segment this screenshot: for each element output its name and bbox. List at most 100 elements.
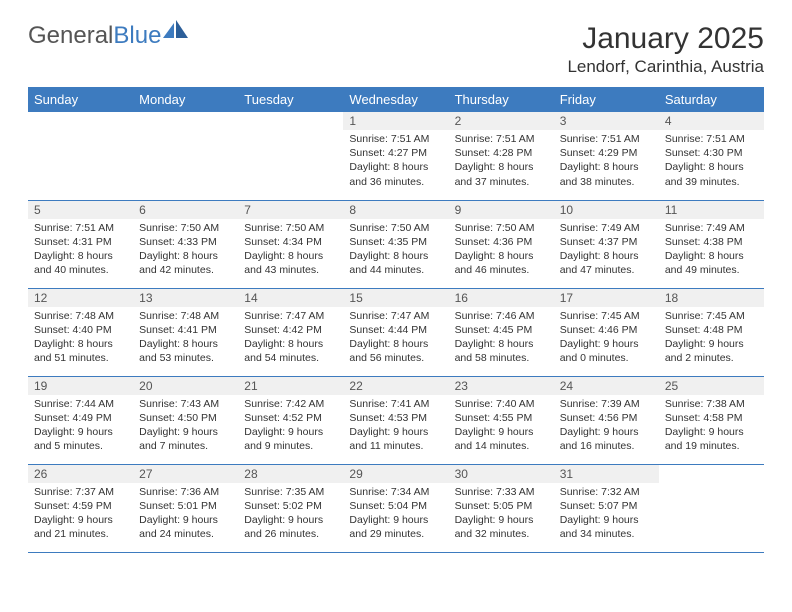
sunset-text: Sunset: 5:07 PM [560,499,653,513]
daylight-line1: Daylight: 9 hours [455,425,548,439]
calendar-table: Sunday Monday Tuesday Wednesday Thursday… [28,87,764,553]
day-detail: Sunrise: 7:40 AMSunset: 4:55 PMDaylight:… [449,395,554,458]
daylight-line1: Daylight: 8 hours [560,249,653,263]
calendar-day-cell: 3Sunrise: 7:51 AMSunset: 4:29 PMDaylight… [554,112,659,200]
day-detail: Sunrise: 7:51 AMSunset: 4:28 PMDaylight:… [449,130,554,193]
calendar-week-row: 19Sunrise: 7:44 AMSunset: 4:49 PMDayligh… [28,376,764,464]
calendar-empty-cell [238,112,343,200]
sunset-text: Sunset: 4:53 PM [349,411,442,425]
daylight-line1: Daylight: 9 hours [244,513,337,527]
day-number: 15 [343,289,448,307]
day-detail: Sunrise: 7:51 AMSunset: 4:29 PMDaylight:… [554,130,659,193]
sunset-text: Sunset: 4:33 PM [139,235,232,249]
day-number: 25 [659,377,764,395]
calendar-day-cell: 5Sunrise: 7:51 AMSunset: 4:31 PMDaylight… [28,200,133,288]
day-detail: Sunrise: 7:48 AMSunset: 4:40 PMDaylight:… [28,307,133,370]
sunset-text: Sunset: 4:38 PM [665,235,758,249]
day-number: 9 [449,201,554,219]
sunrise-text: Sunrise: 7:49 AM [560,221,653,235]
sunrise-text: Sunrise: 7:38 AM [665,397,758,411]
sunset-text: Sunset: 4:55 PM [455,411,548,425]
logo-text-general: General [28,22,113,50]
day-number: 5 [28,201,133,219]
daylight-line2: and 14 minutes. [455,439,548,453]
calendar-day-cell: 15Sunrise: 7:47 AMSunset: 4:44 PMDayligh… [343,288,448,376]
calendar-empty-cell [28,112,133,200]
daylight-line2: and 19 minutes. [665,439,758,453]
day-detail: Sunrise: 7:48 AMSunset: 4:41 PMDaylight:… [133,307,238,370]
daylight-line1: Daylight: 9 hours [244,425,337,439]
calendar-day-cell: 6Sunrise: 7:50 AMSunset: 4:33 PMDaylight… [133,200,238,288]
sunset-text: Sunset: 4:44 PM [349,323,442,337]
daylight-line2: and 42 minutes. [139,263,232,277]
daylight-line1: Daylight: 8 hours [665,160,758,174]
sunset-text: Sunset: 4:56 PM [560,411,653,425]
daylight-line1: Daylight: 8 hours [349,249,442,263]
sunset-text: Sunset: 4:50 PM [139,411,232,425]
sunrise-text: Sunrise: 7:37 AM [34,485,127,499]
calendar-page: GeneralBlue January 2025 Lendorf, Carint… [0,0,792,575]
day-detail: Sunrise: 7:43 AMSunset: 4:50 PMDaylight:… [133,395,238,458]
daylight-line1: Daylight: 8 hours [455,160,548,174]
day-number: 10 [554,201,659,219]
daylight-line2: and 56 minutes. [349,351,442,365]
daylight-line2: and 9 minutes. [244,439,337,453]
daylight-line2: and 5 minutes. [34,439,127,453]
calendar-day-cell: 2Sunrise: 7:51 AMSunset: 4:28 PMDaylight… [449,112,554,200]
daylight-line1: Daylight: 8 hours [349,337,442,351]
day-number: 20 [133,377,238,395]
daylight-line2: and 24 minutes. [139,527,232,541]
day-number: 11 [659,201,764,219]
day-detail: Sunrise: 7:46 AMSunset: 4:45 PMDaylight:… [449,307,554,370]
day-number: 12 [28,289,133,307]
calendar-day-cell: 8Sunrise: 7:50 AMSunset: 4:35 PMDaylight… [343,200,448,288]
day-number: 1 [343,112,448,130]
title-block: January 2025 Lendorf, Carinthia, Austria [567,22,764,77]
sunset-text: Sunset: 4:42 PM [244,323,337,337]
calendar-day-cell: 14Sunrise: 7:47 AMSunset: 4:42 PMDayligh… [238,288,343,376]
calendar-day-cell: 22Sunrise: 7:41 AMSunset: 4:53 PMDayligh… [343,376,448,464]
dayhdr-sat: Saturday [659,87,764,112]
day-detail: Sunrise: 7:51 AMSunset: 4:30 PMDaylight:… [659,130,764,193]
day-detail: Sunrise: 7:47 AMSunset: 4:44 PMDaylight:… [343,307,448,370]
daylight-line1: Daylight: 8 hours [244,249,337,263]
calendar-day-cell: 4Sunrise: 7:51 AMSunset: 4:30 PMDaylight… [659,112,764,200]
sunrise-text: Sunrise: 7:50 AM [244,221,337,235]
sunset-text: Sunset: 4:34 PM [244,235,337,249]
day-number: 18 [659,289,764,307]
sunset-text: Sunset: 4:28 PM [455,146,548,160]
dayhdr-wed: Wednesday [343,87,448,112]
day-number: 27 [133,465,238,483]
daylight-line2: and 7 minutes. [139,439,232,453]
sunrise-text: Sunrise: 7:36 AM [139,485,232,499]
daylight-line2: and 49 minutes. [665,263,758,277]
daylight-line2: and 51 minutes. [34,351,127,365]
day-number: 17 [554,289,659,307]
sunrise-text: Sunrise: 7:48 AM [139,309,232,323]
daylight-line2: and 11 minutes. [349,439,442,453]
day-number: 6 [133,201,238,219]
daylight-line1: Daylight: 9 hours [34,425,127,439]
daylight-line1: Daylight: 9 hours [560,337,653,351]
day-number: 19 [28,377,133,395]
daylight-line2: and 58 minutes. [455,351,548,365]
sunset-text: Sunset: 4:31 PM [34,235,127,249]
daylight-line2: and 53 minutes. [139,351,232,365]
sunrise-text: Sunrise: 7:51 AM [665,132,758,146]
calendar-week-row: 26Sunrise: 7:37 AMSunset: 4:59 PMDayligh… [28,464,764,552]
sunrise-text: Sunrise: 7:44 AM [34,397,127,411]
day-number: 3 [554,112,659,130]
calendar-day-cell: 30Sunrise: 7:33 AMSunset: 5:05 PMDayligh… [449,464,554,552]
calendar-day-cell: 25Sunrise: 7:38 AMSunset: 4:58 PMDayligh… [659,376,764,464]
sunset-text: Sunset: 4:29 PM [560,146,653,160]
daylight-line1: Daylight: 9 hours [139,513,232,527]
sunset-text: Sunset: 4:49 PM [34,411,127,425]
day-number: 31 [554,465,659,483]
daylight-line2: and 47 minutes. [560,263,653,277]
daylight-line1: Daylight: 9 hours [665,337,758,351]
daylight-line2: and 36 minutes. [349,175,442,189]
sunrise-text: Sunrise: 7:40 AM [455,397,548,411]
calendar-empty-cell [133,112,238,200]
sunrise-text: Sunrise: 7:33 AM [455,485,548,499]
day-number: 2 [449,112,554,130]
